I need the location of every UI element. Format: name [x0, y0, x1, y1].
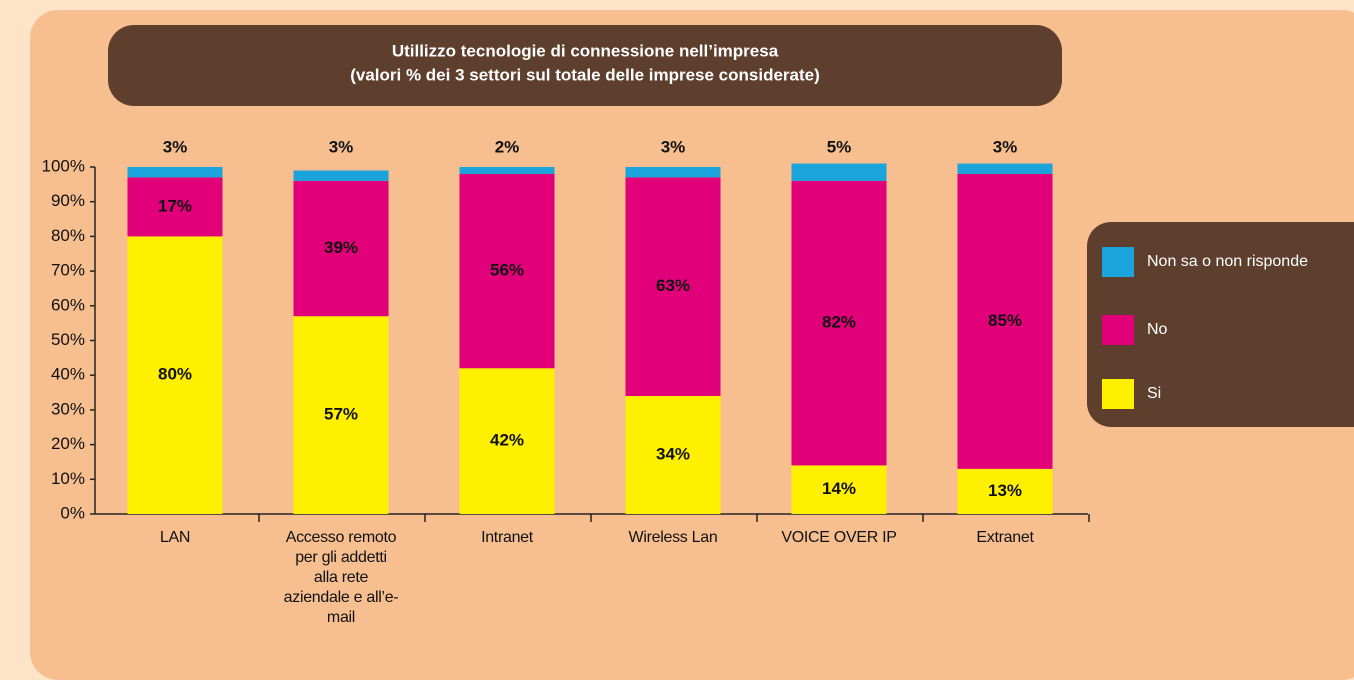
data-label: 3% — [993, 137, 1018, 156]
page: Utillizzo tecnologie di connessione nell… — [30, 10, 1354, 680]
bar-segment — [791, 163, 887, 181]
y-tick-label: 10% — [51, 469, 85, 488]
data-label: 57% — [324, 405, 358, 424]
title-box — [108, 25, 1062, 106]
bar-segment — [127, 167, 223, 178]
data-label: 63% — [656, 276, 690, 295]
legend-label: Si — [1147, 385, 1161, 402]
y-tick-label: 70% — [51, 261, 85, 280]
y-tick-label: 50% — [51, 330, 85, 349]
data-label: 42% — [490, 431, 524, 450]
bar-segment — [127, 236, 223, 514]
bar-segment — [459, 368, 555, 514]
chart-title: Utillizzo tecnologie di connessione nell… — [392, 41, 779, 60]
legend-label: No — [1147, 321, 1168, 338]
data-label: 85% — [988, 311, 1022, 330]
bar-segment — [625, 396, 721, 514]
legend-swatch — [1102, 379, 1134, 409]
bar-segment — [459, 167, 555, 174]
x-tick-label: Intranet — [481, 529, 533, 546]
legend-swatch — [1102, 247, 1134, 277]
x-tick-label: LAN — [159, 529, 191, 546]
data-label: 2% — [495, 137, 520, 156]
data-label: 80% — [158, 365, 192, 384]
bar-segment — [791, 465, 887, 514]
legend-box — [1087, 222, 1354, 427]
data-label: 5% — [827, 137, 852, 156]
data-label: 3% — [661, 137, 686, 156]
y-tick-label: 90% — [51, 191, 85, 210]
data-label: 14% — [822, 479, 856, 498]
chart: Utillizzo tecnologie di connessione nell… — [42, 25, 1354, 522]
data-label: 56% — [490, 261, 524, 280]
legend-label: Non sa o non risponde — [1147, 253, 1308, 270]
bar-segment — [957, 468, 1053, 514]
data-label: 17% — [158, 196, 192, 215]
data-label: 39% — [324, 238, 358, 257]
y-tick-label: 30% — [51, 399, 85, 418]
bar-segment — [625, 167, 721, 178]
bar-segment — [293, 316, 389, 514]
bar-segment — [625, 177, 721, 397]
bar-segment — [293, 170, 389, 181]
data-label: 3% — [163, 137, 188, 156]
bar-segment — [957, 173, 1053, 469]
data-label: 82% — [822, 313, 856, 332]
data-label: 34% — [656, 444, 690, 463]
y-tick-label: 20% — [51, 434, 85, 453]
bar-segment — [127, 177, 223, 237]
bar-segment — [293, 180, 389, 317]
bar-segment — [791, 180, 887, 466]
x-tick-label: Extranet — [976, 529, 1034, 546]
bar-segment — [459, 173, 555, 369]
bar-segment — [957, 163, 1053, 174]
y-tick-label: 80% — [51, 226, 85, 245]
y-tick-label: 60% — [51, 295, 85, 314]
y-tick-label: 40% — [51, 365, 85, 384]
y-tick-label: 100% — [42, 156, 85, 175]
data-label: 13% — [988, 481, 1022, 500]
x-tick-label: Wireless Lan — [628, 529, 718, 546]
x-tick-label: VOICE OVER IP — [781, 529, 897, 546]
legend-swatch — [1102, 315, 1134, 345]
y-tick-label: 0% — [60, 503, 85, 522]
chart-subtitle: (valori % dei 3 settori sul totale delle… — [350, 65, 820, 84]
data-label: 3% — [329, 137, 354, 156]
x-tick-label: Accesso remoto per gli addetti alla rete… — [283, 529, 399, 626]
